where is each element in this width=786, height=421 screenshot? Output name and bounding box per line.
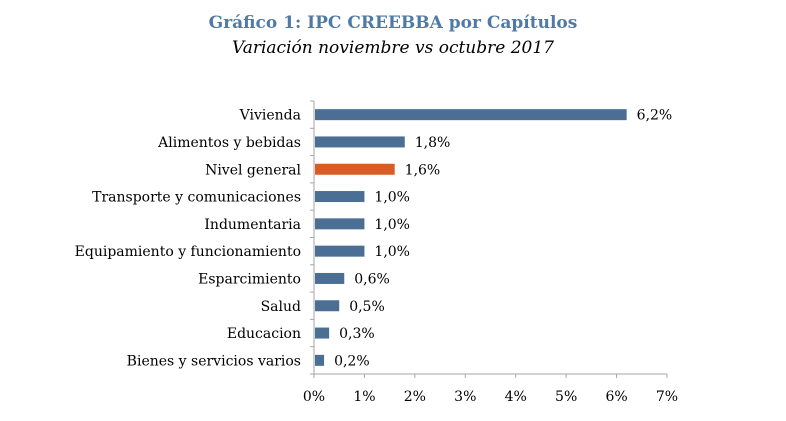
bar	[315, 327, 330, 339]
category-label: Equipamiento y funcionamiento	[75, 244, 301, 260]
data-label: 0,3%	[339, 326, 375, 342]
data-label: 1,0%	[374, 217, 410, 233]
chart-title: Gráfico 1: IPC CREEBBA por Capítulos	[208, 13, 578, 33]
data-label: 0,5%	[349, 299, 385, 315]
category-label: Transporte y comunicaciones	[92, 190, 301, 206]
x-tick-label: 1%	[353, 389, 375, 405]
x-tick-label: 5%	[555, 389, 577, 405]
category-label: Vivienda	[239, 108, 301, 124]
category-label: Salud	[261, 299, 301, 315]
category-label: Indumentaria	[204, 217, 301, 233]
bar	[315, 109, 627, 121]
category-label: Alimentos y bebidas	[157, 135, 301, 151]
x-tick-label: 0%	[303, 389, 325, 405]
category-label: Nivel general	[205, 162, 301, 178]
data-label: 1,8%	[415, 135, 451, 151]
bar	[315, 245, 365, 257]
bar	[315, 218, 365, 230]
chart-subtitle: Variación noviembre vs octubre 2017	[232, 38, 554, 58]
x-tick-label: 7%	[656, 389, 678, 405]
data-label: 0,6%	[354, 271, 390, 287]
data-label: 1,0%	[374, 190, 410, 206]
category-label: Bienes y servicios varios	[127, 353, 301, 369]
bar	[315, 272, 345, 284]
x-tick-label: 4%	[505, 389, 527, 405]
x-tick-label: 6%	[605, 389, 627, 405]
x-tick-label: 2%	[404, 389, 426, 405]
data-label: 1,0%	[374, 244, 410, 260]
bar	[315, 191, 365, 203]
data-label: 0,2%	[334, 353, 370, 369]
x-tick-label: 3%	[454, 389, 476, 405]
data-label: 6,2%	[637, 108, 673, 124]
category-label: Esparcimiento	[198, 271, 301, 287]
bar	[315, 163, 395, 175]
bar	[315, 136, 405, 148]
data-label: 1,6%	[405, 162, 441, 178]
bar	[315, 300, 340, 312]
category-label: Educacion	[227, 326, 301, 342]
bar	[315, 354, 325, 366]
